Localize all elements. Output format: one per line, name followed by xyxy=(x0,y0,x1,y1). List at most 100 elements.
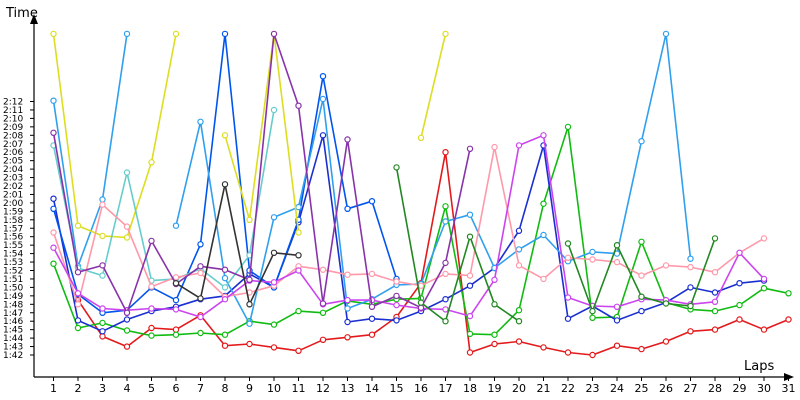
data-point xyxy=(197,269,204,277)
data-point xyxy=(564,240,572,247)
data-point xyxy=(123,327,131,334)
data-point xyxy=(638,272,645,279)
data-point xyxy=(295,203,302,211)
data-point xyxy=(246,276,253,283)
data-point xyxy=(172,296,180,304)
data-point xyxy=(736,301,743,309)
data-point xyxy=(99,232,106,240)
data-point xyxy=(662,262,670,269)
data-point xyxy=(687,263,694,271)
data-point xyxy=(711,235,719,242)
y-tick-label: 2:01 xyxy=(3,190,23,200)
data-point xyxy=(491,143,498,151)
y-tick-label: 1:55 xyxy=(3,241,23,251)
data-point xyxy=(613,241,621,249)
data-point xyxy=(540,200,547,207)
x-tick-label: 1 xyxy=(50,382,57,395)
data-point xyxy=(442,203,449,210)
data-point xyxy=(368,315,376,322)
data-point xyxy=(99,201,106,208)
data-point xyxy=(295,347,302,354)
data-point xyxy=(442,306,449,313)
data-point xyxy=(613,342,621,349)
data-point xyxy=(246,216,253,223)
data-point xyxy=(417,282,425,289)
data-point xyxy=(736,316,743,323)
data-point xyxy=(221,342,229,349)
data-point xyxy=(221,274,229,282)
y-tick-label: 1:56 xyxy=(3,233,23,243)
data-point xyxy=(760,326,768,333)
data-point xyxy=(417,134,425,141)
data-point xyxy=(466,272,474,279)
x-tick-label: 2 xyxy=(75,382,82,395)
x-tick-label: 19 xyxy=(488,382,502,395)
x-tick-label: 4 xyxy=(124,382,131,395)
data-point xyxy=(466,330,474,338)
y-tick-label: 2:00 xyxy=(3,199,23,209)
y-tick-label: 1:50 xyxy=(3,283,23,293)
data-point xyxy=(197,263,204,270)
data-point xyxy=(687,255,694,262)
data-point xyxy=(638,238,645,245)
data-point xyxy=(319,95,327,103)
data-point xyxy=(613,258,621,266)
data-point xyxy=(368,197,376,205)
x-tick-label: 6 xyxy=(173,382,180,395)
data-point xyxy=(50,129,57,136)
x-tick-label: 14 xyxy=(365,382,379,395)
data-point xyxy=(172,280,180,287)
data-point xyxy=(760,285,768,292)
y-tick-label: 1:51 xyxy=(3,275,23,285)
data-point xyxy=(393,292,400,300)
data-point xyxy=(197,313,204,321)
data-point xyxy=(711,326,719,333)
data-point xyxy=(589,248,596,256)
data-point xyxy=(736,280,743,287)
series-line xyxy=(52,134,765,318)
x-tick-label: 18 xyxy=(463,382,477,395)
data-point xyxy=(393,164,400,171)
data-point xyxy=(442,318,449,325)
data-point xyxy=(662,338,670,345)
data-point xyxy=(74,317,82,324)
x-tick-label: 10 xyxy=(267,382,281,395)
data-point xyxy=(515,246,523,253)
data-point xyxy=(197,295,204,302)
data-point xyxy=(466,349,474,356)
data-point xyxy=(295,307,302,315)
data-point xyxy=(99,305,106,312)
data-point xyxy=(270,279,278,286)
data-point xyxy=(148,305,155,312)
data-point xyxy=(442,270,449,278)
data-point xyxy=(491,276,498,283)
x-tick-label: 7 xyxy=(197,382,204,395)
data-point xyxy=(442,296,449,303)
data-point xyxy=(295,102,302,109)
data-point xyxy=(148,159,155,166)
data-point xyxy=(270,106,278,114)
data-point xyxy=(711,298,719,305)
data-point xyxy=(540,344,547,351)
series-line xyxy=(52,33,177,239)
data-point xyxy=(736,249,743,256)
x-tick-label: 9 xyxy=(246,382,253,395)
series-line xyxy=(420,33,447,138)
x-tick-label: 20 xyxy=(512,382,526,395)
data-point xyxy=(344,334,351,341)
data-point xyxy=(99,328,106,335)
data-point xyxy=(687,328,694,335)
data-point xyxy=(172,326,180,333)
data-point xyxy=(662,30,670,38)
x-tick-label: 26 xyxy=(659,382,673,395)
data-point xyxy=(99,262,106,269)
data-point xyxy=(589,351,596,359)
data-point xyxy=(319,300,327,307)
series-12 xyxy=(172,181,302,308)
y-tick-label: 2:06 xyxy=(3,148,23,158)
y-axis-label: Time xyxy=(5,6,38,21)
data-point xyxy=(344,296,351,304)
data-point xyxy=(172,274,180,281)
data-point xyxy=(564,123,572,131)
data-point xyxy=(491,340,498,348)
